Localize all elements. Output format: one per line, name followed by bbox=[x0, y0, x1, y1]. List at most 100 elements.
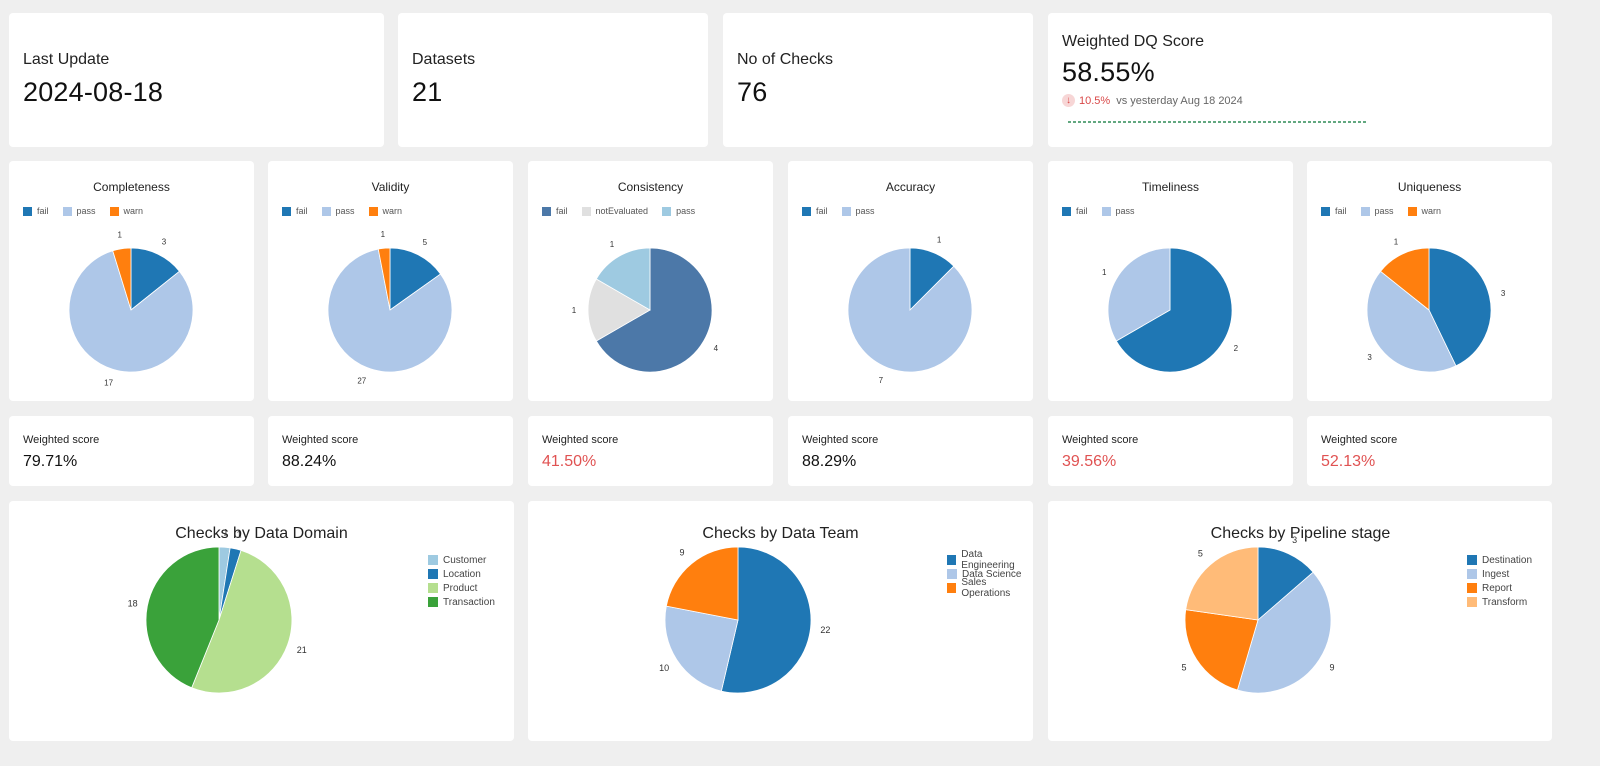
pie-slice-destination[interactable] bbox=[1257, 546, 1314, 621]
slice-label-customer: 1 bbox=[223, 527, 228, 537]
legend-item-data-science[interactable]: Data Science bbox=[947, 567, 1033, 581]
legend-item-fail[interactable]: fail bbox=[1321, 206, 1347, 216]
pie-slice-pass[interactable] bbox=[327, 248, 453, 373]
kpi-value: 21 bbox=[412, 77, 443, 107]
legend-item-destination[interactable]: Destination bbox=[1467, 553, 1532, 567]
legend-label: Product bbox=[443, 582, 478, 594]
legend-swatch bbox=[1407, 206, 1417, 216]
legend-swatch bbox=[662, 206, 672, 216]
legend-swatch bbox=[947, 583, 957, 593]
legend-swatch bbox=[428, 569, 438, 579]
pie-slice-pass[interactable] bbox=[1366, 270, 1457, 373]
pie-slice-warn[interactable] bbox=[377, 247, 391, 311]
chart-title: Accuracy bbox=[885, 180, 936, 194]
pie-chart: 5 27 1 bbox=[327, 230, 453, 385]
pie-slice-fail[interactable] bbox=[1115, 247, 1233, 373]
slice-label-data-science: 10 bbox=[659, 663, 669, 673]
kpi-label: No of Checks bbox=[737, 51, 834, 68]
legend-swatch bbox=[428, 583, 438, 593]
legend-label: fail bbox=[1335, 206, 1347, 216]
pie-slice-fail[interactable] bbox=[130, 247, 181, 311]
pie-slice-data-science[interactable] bbox=[664, 605, 739, 692]
slice-label-report: 5 bbox=[1181, 663, 1186, 673]
legend-item-pass[interactable]: pass bbox=[1101, 206, 1135, 216]
legend-item-warn[interactable]: warn bbox=[109, 206, 143, 216]
kpi-label: Last Update bbox=[23, 51, 110, 68]
pie-slice-fail[interactable] bbox=[389, 247, 442, 311]
big-chart-card-checks-by-data-team: Checks by Data Team Data Engineering Data … bbox=[528, 501, 1033, 741]
slice-label-pass: 1 bbox=[1102, 268, 1107, 277]
legend-item-warn[interactable]: warn bbox=[368, 206, 402, 216]
legend-label: warn bbox=[1421, 206, 1442, 216]
pie-slice-notevaluated[interactable] bbox=[587, 278, 651, 342]
score-label: Weighted score bbox=[802, 434, 879, 446]
legend-item-pass[interactable]: pass bbox=[1360, 206, 1394, 216]
pie-slice-warn[interactable] bbox=[1379, 247, 1430, 311]
legend-item-fail[interactable]: fail bbox=[1062, 206, 1088, 216]
pie-slice-sales-operations[interactable] bbox=[665, 546, 739, 621]
legend-item-pass[interactable]: pass bbox=[321, 206, 355, 216]
pie-slice-transform[interactable] bbox=[1185, 546, 1259, 621]
legend-swatch bbox=[368, 206, 378, 216]
legend-item-ingest[interactable]: Ingest bbox=[1467, 567, 1532, 581]
chart-legend: Destination Ingest Report Transform bbox=[1467, 553, 1532, 609]
score-card-uniqueness: Weighted score 52.13% bbox=[1307, 416, 1552, 486]
pie-chart: 17 bbox=[847, 236, 973, 385]
legend-item-fail[interactable]: fail bbox=[23, 206, 49, 216]
chart-title: Checks by Data Domain bbox=[175, 525, 348, 542]
pie-card-accuracy: Accuracy fail pass 1 7 bbox=[788, 161, 1033, 401]
kpi-value: 58.55% bbox=[1062, 57, 1155, 87]
pie-slice-data-engineering[interactable] bbox=[720, 546, 812, 694]
pie-slice-pass[interactable] bbox=[595, 247, 651, 311]
legend-item-pass[interactable]: pass bbox=[662, 206, 695, 216]
legend-item-data-engineering[interactable]: Data Engineering bbox=[947, 549, 1033, 571]
legend-item-sales-operations[interactable]: Sales Operations bbox=[947, 577, 1033, 599]
slice-label-warn: 1 bbox=[117, 231, 122, 240]
legend-item-customer[interactable]: Customer bbox=[428, 553, 495, 567]
pie-slice-warn[interactable] bbox=[112, 247, 132, 311]
legend-item-location[interactable]: Location bbox=[428, 567, 495, 581]
legend-item-notevaluated[interactable]: notEvaluated bbox=[581, 206, 648, 216]
pie-slice-product[interactable] bbox=[191, 549, 293, 694]
legend-item-warn[interactable]: warn bbox=[1407, 206, 1442, 216]
pie-slice-report[interactable] bbox=[1184, 609, 1259, 691]
legend-item-report[interactable]: Report bbox=[1467, 581, 1532, 595]
legend-item-product[interactable]: Product bbox=[428, 581, 495, 595]
legend-item-fail[interactable]: fail bbox=[802, 206, 828, 216]
pie-card-consistency: Consistency fail notEvaluated pass 4 1 1 bbox=[528, 161, 773, 401]
legend-swatch bbox=[841, 206, 851, 216]
legend-swatch bbox=[581, 206, 591, 216]
sparkline bbox=[1068, 121, 1368, 123]
slice-label-fail: 4 bbox=[714, 344, 719, 353]
slice-label-product: 21 bbox=[297, 645, 307, 655]
legend-label: Location bbox=[443, 568, 481, 580]
legend-swatch bbox=[428, 555, 438, 565]
pie-slice-pass[interactable] bbox=[847, 247, 973, 373]
legend-label: Transform bbox=[1482, 596, 1528, 608]
pie-slice-ingest[interactable] bbox=[1236, 571, 1332, 694]
slice-label-destination: 3 bbox=[1292, 535, 1297, 545]
pie-card-uniqueness: Uniqueness fail pass warn 3 3 1 bbox=[1307, 161, 1552, 401]
chart-legend: Data Engineering Data Science Sales Operat… bbox=[947, 549, 1033, 599]
legend-item-pass[interactable]: pass bbox=[841, 206, 875, 216]
slice-label-pass: 3 bbox=[1367, 353, 1372, 362]
legend-label: pass bbox=[335, 206, 355, 216]
legend-swatch bbox=[1360, 206, 1370, 216]
kpi-label: Datasets bbox=[412, 51, 476, 68]
legend-swatch bbox=[802, 206, 811, 216]
legend-label: Data Science bbox=[962, 568, 1022, 580]
legend-item-fail[interactable]: fail bbox=[542, 206, 568, 216]
pie-slice-fail[interactable] bbox=[595, 247, 713, 373]
legend-item-transform[interactable]: Transform bbox=[1467, 595, 1532, 609]
down-arrow-icon: ↓ bbox=[1062, 94, 1075, 107]
pie-slice-fail[interactable] bbox=[1428, 247, 1492, 367]
legend-item-pass[interactable]: pass bbox=[62, 206, 96, 216]
legend-item-fail[interactable]: fail bbox=[282, 206, 308, 216]
chart-title: Uniqueness bbox=[1397, 180, 1462, 194]
chart-legend: fail pass warn bbox=[23, 206, 157, 216]
pie-slice-transaction[interactable] bbox=[145, 546, 220, 689]
pie-slice-pass[interactable] bbox=[1107, 247, 1171, 342]
legend-item-transaction[interactable]: Transaction bbox=[428, 595, 495, 609]
kpi-last-update: Last Update 2024-08-18 bbox=[9, 13, 384, 147]
pie-slice-pass[interactable] bbox=[68, 250, 194, 373]
